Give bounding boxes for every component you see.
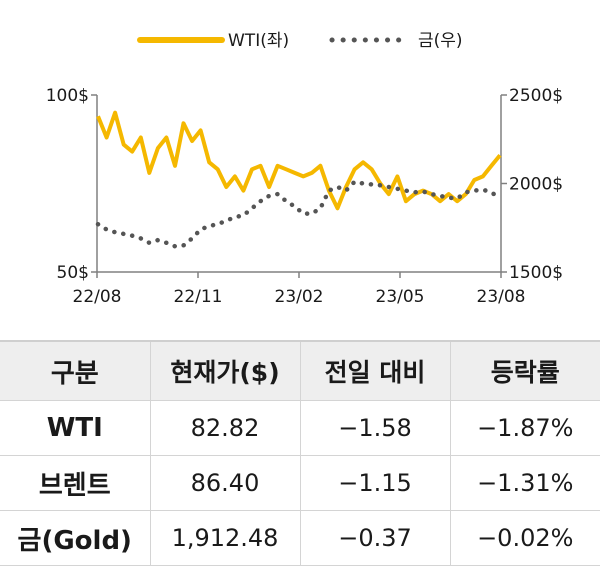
- chart-series: [95, 110, 503, 249]
- row-price: 86.40: [149, 455, 300, 511]
- x-tick-label: 22/08: [73, 287, 122, 307]
- row-change: −1.58: [299, 400, 450, 456]
- chart-axes: [96, 95, 502, 273]
- header-category: 구분: [0, 340, 150, 401]
- row-rate: −1.87%: [449, 400, 600, 456]
- y-left-tick-label: 100$: [46, 86, 89, 106]
- price-chart: WTI(좌) 금(우) 100$ 50$ 2500$ 2000$ 1500$ 22/08 2…: [46, 31, 563, 307]
- legend-label-gold: 금(우): [418, 31, 463, 51]
- table-header-row: 구분 현재가($) 전일 대비 등락률: [0, 340, 600, 401]
- legend-label-wti: WTI(좌): [228, 31, 289, 51]
- header-day-change: 전일 대비: [299, 340, 450, 401]
- row-label: WTI: [0, 400, 150, 456]
- row-label: 금(Gold): [0, 510, 150, 566]
- table-row: 브렌트 86.40 −1.15 −1.31%: [0, 455, 600, 511]
- row-label: 브렌트: [0, 455, 150, 511]
- x-tick-label: 23/05: [376, 287, 425, 307]
- y-left-tick-label: 50$: [57, 263, 89, 283]
- x-tick-label: 23/02: [275, 287, 324, 307]
- row-price: 1,912.48: [149, 510, 300, 566]
- y-right-tick-label: 1500$: [509, 263, 563, 283]
- chart-legend: WTI(좌) 금(우): [137, 31, 463, 51]
- row-change: −1.15: [299, 455, 450, 511]
- x-tick-label: 22/11: [174, 287, 223, 307]
- row-rate: −0.02%: [449, 510, 600, 566]
- table-row: WTI 82.82 −1.58 −1.87%: [0, 400, 600, 456]
- x-tick-label: 23/08: [477, 287, 526, 307]
- header-change-rate: 등락률: [449, 340, 600, 401]
- table-row: 금(Gold) 1,912.48 −0.37 −0.02%: [0, 510, 600, 566]
- row-price: 82.82: [149, 400, 300, 456]
- y-right-tick-label: 2500$: [509, 86, 563, 106]
- series-line-wti: [96, 110, 502, 211]
- chart-ticks: 100$ 50$ 2500$ 2000$ 1500$ 22/08 22/11 23/02 23/…: [46, 86, 563, 307]
- series-line-gold: [95, 179, 503, 249]
- y-right-tick-label: 2000$: [509, 175, 563, 195]
- header-current-price: 현재가($): [149, 340, 300, 401]
- row-change: −0.37: [299, 510, 450, 566]
- price-table: 구분 현재가($) 전일 대비 등락률 WTI 82.82 −1.58 −1.8…: [0, 340, 600, 566]
- row-rate: −1.31%: [449, 455, 600, 511]
